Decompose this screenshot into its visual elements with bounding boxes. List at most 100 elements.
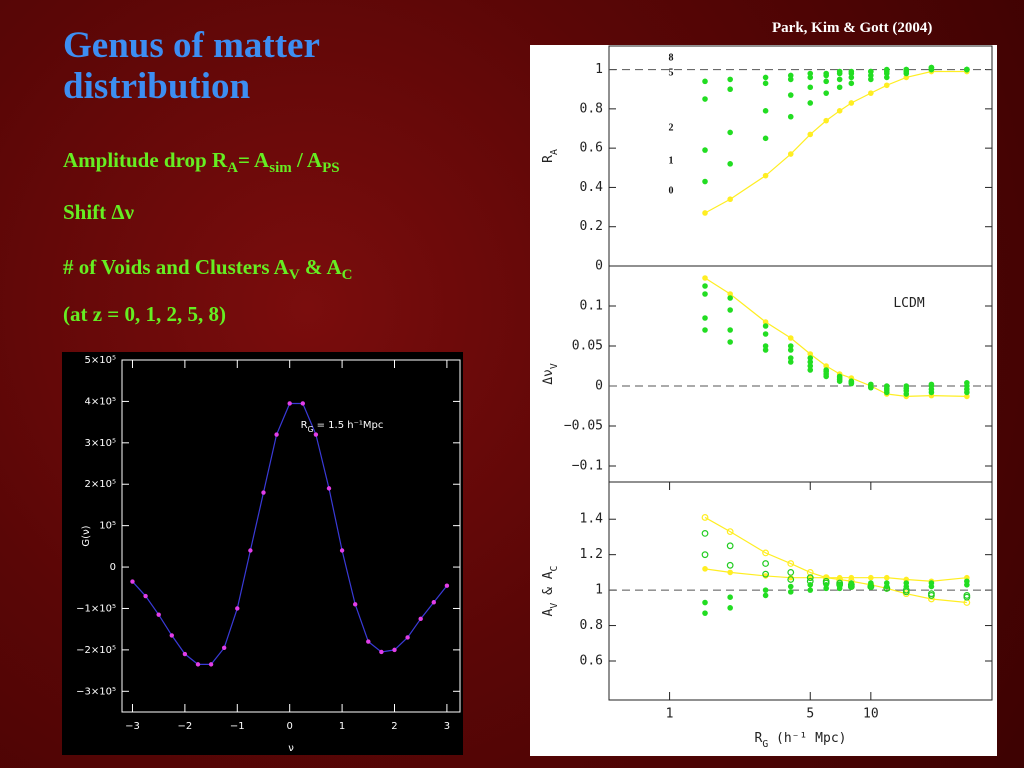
data-point bbox=[727, 129, 733, 136]
y-tick-label: 10⁵ bbox=[99, 521, 116, 532]
data-point bbox=[701, 529, 709, 537]
data-point bbox=[823, 585, 829, 592]
data-point bbox=[787, 568, 795, 576]
data-point bbox=[787, 72, 794, 79]
y-axis-label: AV & AC bbox=[541, 565, 560, 616]
data-point bbox=[702, 210, 708, 216]
data-point bbox=[702, 147, 708, 153]
data-point bbox=[762, 347, 769, 353]
y-axis-label-part: Δν bbox=[541, 369, 556, 385]
plot-frame bbox=[608, 481, 993, 701]
x-axis-label-part: (h⁻¹ Mpc) bbox=[768, 731, 846, 746]
data-point bbox=[702, 283, 708, 289]
data-point bbox=[787, 92, 794, 98]
data-point bbox=[787, 355, 794, 361]
data-point bbox=[836, 108, 843, 114]
data-point bbox=[836, 585, 843, 592]
bullet-part: A bbox=[227, 160, 238, 177]
x-tick-label: 1 bbox=[666, 707, 674, 722]
y-axis-label-part: V bbox=[549, 363, 560, 369]
data-point bbox=[726, 542, 734, 550]
bullet: Shift Δν bbox=[63, 200, 134, 225]
x-tick-label: −3 bbox=[125, 721, 140, 732]
data-point bbox=[868, 381, 874, 388]
data-point bbox=[727, 594, 733, 601]
data-point bbox=[823, 70, 829, 77]
data-point bbox=[169, 633, 174, 638]
bullet-part: / A bbox=[291, 148, 323, 172]
data-point bbox=[823, 78, 829, 85]
data-point bbox=[787, 574, 794, 581]
y-tick-label: 1.4 bbox=[580, 512, 604, 527]
data-point bbox=[727, 605, 733, 611]
y-tick-label: 0.8 bbox=[580, 101, 603, 116]
data-point bbox=[702, 78, 708, 85]
data-point bbox=[806, 574, 814, 582]
data-point bbox=[807, 74, 814, 81]
y-tick-label: −1×10⁵ bbox=[76, 603, 116, 614]
legend-label: 5 bbox=[669, 67, 674, 78]
y-axis-label-part: C bbox=[549, 565, 560, 571]
data-point bbox=[221, 645, 227, 651]
bullet-part: PS bbox=[322, 160, 340, 177]
data-point bbox=[762, 343, 769, 349]
plot-frame bbox=[121, 359, 461, 713]
data-point bbox=[787, 560, 795, 567]
x-tick-label: −2 bbox=[178, 721, 193, 732]
data-point bbox=[326, 486, 332, 491]
data-point bbox=[883, 574, 890, 581]
data-point bbox=[182, 651, 188, 657]
y-tick-label: 1.2 bbox=[580, 547, 603, 562]
data-point bbox=[883, 66, 890, 73]
data-point bbox=[727, 569, 733, 576]
bullet-part: sim bbox=[269, 160, 292, 177]
data-point bbox=[701, 551, 709, 559]
bullet: (at z = 0, 1, 2, 5, 8) bbox=[63, 302, 226, 327]
data-point bbox=[379, 649, 384, 655]
y-tick-label: 0 bbox=[595, 259, 603, 274]
y-tick-label: 1 bbox=[595, 62, 603, 77]
data-point bbox=[787, 76, 794, 83]
data-point bbox=[727, 291, 733, 297]
y-tick-label: −0.1 bbox=[572, 459, 603, 474]
data-point bbox=[143, 593, 148, 599]
data-point bbox=[787, 343, 794, 349]
data-point bbox=[405, 635, 410, 640]
data-point bbox=[235, 606, 240, 611]
y-axis-label-part: V bbox=[549, 603, 560, 609]
y-tick-label: 5×10⁵ bbox=[85, 355, 116, 366]
data-point bbox=[762, 135, 769, 142]
annotation-part: R bbox=[301, 420, 308, 431]
data-point bbox=[762, 331, 769, 337]
data-point bbox=[762, 172, 769, 179]
data-point bbox=[903, 66, 910, 73]
data-point bbox=[261, 490, 266, 495]
data-point bbox=[762, 592, 769, 599]
data-point bbox=[762, 323, 769, 329]
x-tick-label: 3 bbox=[444, 721, 450, 732]
y-tick-label: 0.8 bbox=[580, 618, 603, 633]
y-tick-label: 0.2 bbox=[580, 219, 603, 234]
x-axis-label: RG (h⁻¹ Mpc) bbox=[755, 731, 847, 750]
annotation: RG = 1.5 h⁻¹Mpc bbox=[301, 420, 384, 434]
data-point bbox=[787, 359, 794, 365]
data-point bbox=[702, 178, 708, 185]
data-point bbox=[195, 662, 201, 667]
data-point bbox=[366, 639, 371, 644]
slide-title: Genus of matter distribution bbox=[63, 25, 320, 107]
data-point bbox=[848, 574, 855, 581]
bullet-part: = A bbox=[238, 148, 270, 172]
y-tick-label: 4×10⁵ bbox=[85, 396, 116, 407]
annotation: LCDM bbox=[893, 296, 924, 311]
data-point bbox=[444, 583, 450, 588]
data-point bbox=[848, 100, 855, 106]
data-point bbox=[208, 662, 214, 667]
y-tick-label: 0 bbox=[595, 379, 603, 394]
x-tick-label: 5 bbox=[806, 707, 814, 722]
legend-label: 1 bbox=[669, 155, 674, 166]
data-point bbox=[727, 295, 733, 301]
bullet: # of Voids and Clusters AV & AC bbox=[63, 255, 353, 284]
data-point bbox=[787, 113, 794, 120]
data-point bbox=[836, 574, 843, 581]
annotation-part: LCDM bbox=[893, 296, 924, 311]
